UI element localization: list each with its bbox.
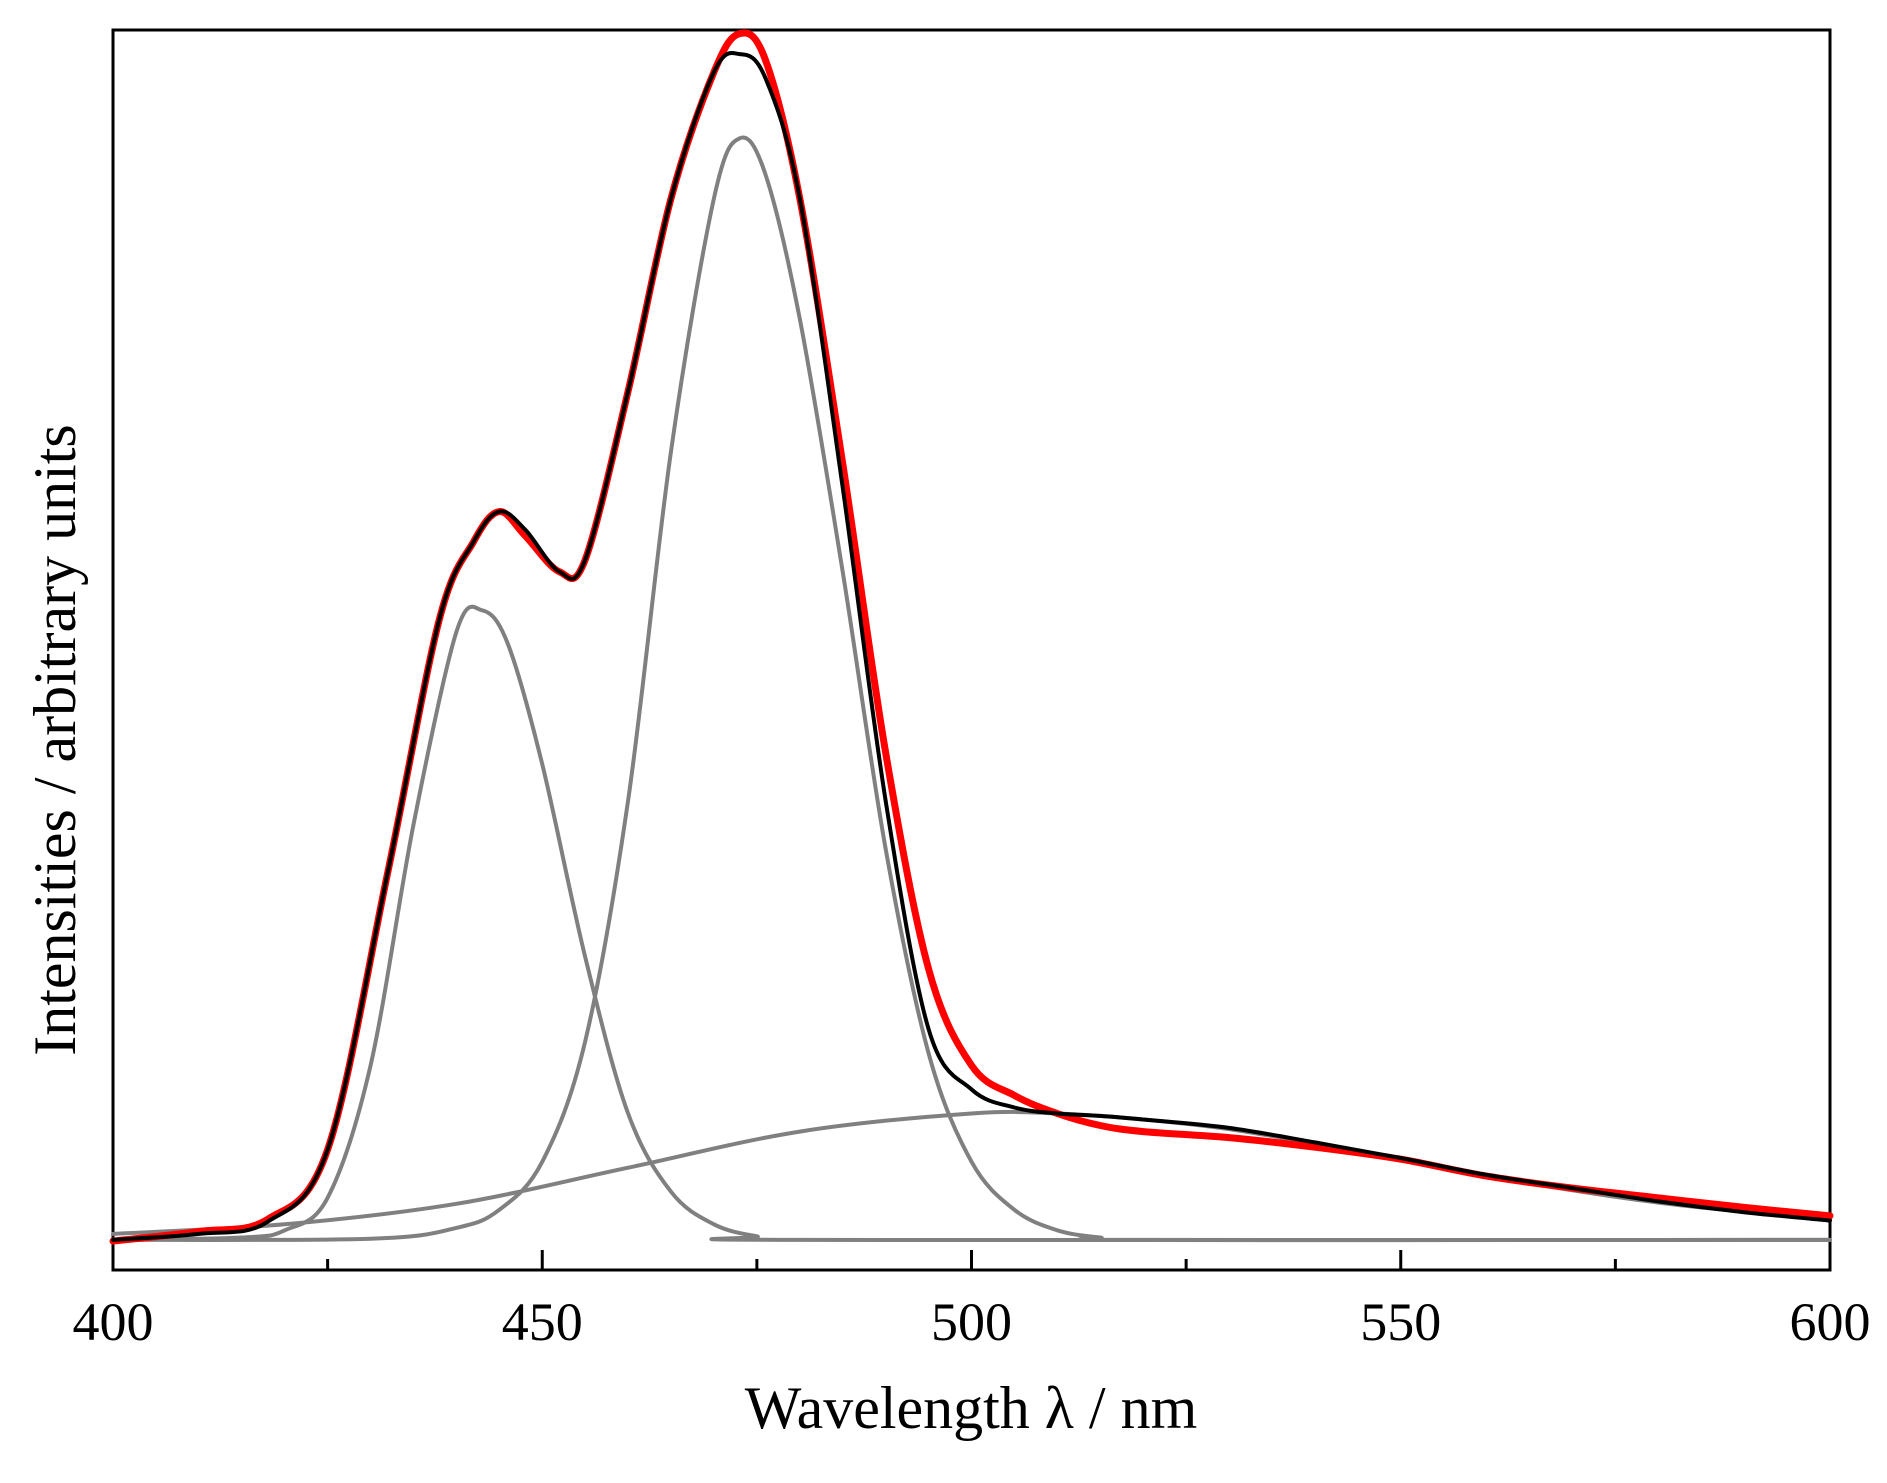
- x-axis-tick-labels: 400 450 500 550 600: [73, 1292, 1871, 1352]
- series-line-component-1-443-nm: [111, 604, 1832, 1243]
- x-tick-label-400: 400: [73, 1292, 154, 1352]
- x-axis-title: Wavelength λ / nm: [745, 1375, 1198, 1441]
- x-tick-label-500: 500: [931, 1292, 1012, 1352]
- x-tick-label-450: 450: [502, 1292, 583, 1352]
- y-axis-title: Intensities / arbitrary units: [22, 424, 88, 1056]
- x-tick-label-600: 600: [1790, 1292, 1871, 1352]
- series-line-cumulative-fit: [111, 51, 1832, 1242]
- plot-frame: [111, 28, 1832, 1272]
- series-line-component-3-510-nm: [111, 1109, 1832, 1236]
- x-axis-ticks: [111, 1250, 1832, 1270]
- x-tick-label-550: 550: [1360, 1292, 1441, 1352]
- series-layer: [109, 29, 1834, 1245]
- series-line-component-2-473-nm: [111, 135, 1832, 1243]
